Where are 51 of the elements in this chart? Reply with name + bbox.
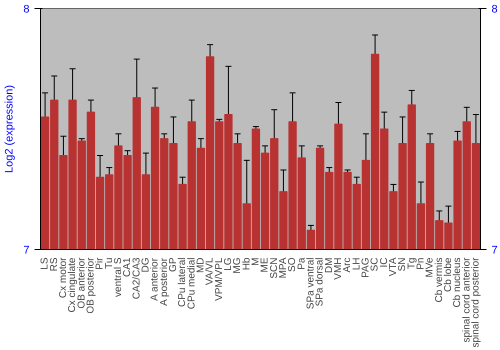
y2-tick-label: 7 (492, 244, 498, 256)
x-tick-label: CPu lateral (177, 258, 188, 307)
x-tick-label: OB anterior (76, 256, 88, 309)
x-tick-label: Arc (342, 258, 354, 272)
y-axis-title: Log2 (expression) (3, 84, 16, 174)
x-tick-label: Tu (104, 257, 115, 269)
x-tick-label: Cx cingulate (67, 257, 78, 313)
x-tick-label: MG (232, 257, 244, 274)
x-tick-label: LH (351, 257, 362, 270)
x-tick-label: LS (40, 257, 51, 270)
x-tick-label: DG (140, 257, 152, 272)
x-tick-label: LG (222, 257, 234, 271)
x-tick-label: CA2/CA3 (131, 257, 142, 300)
x-tick-label: MPA (278, 257, 289, 278)
x-tick-label: ME (260, 257, 271, 272)
x-tick-label: Pn (415, 257, 426, 270)
x-tick-label: MVe (424, 257, 436, 278)
x-tick-label: A anterior (150, 257, 161, 301)
x-tick-label: M (250, 257, 262, 266)
x-tick-label: A posterior (158, 257, 170, 306)
x-tick-label: Tg (406, 258, 418, 270)
x-tick-label: spinal cord anterior (461, 256, 472, 343)
x-tick-label: VTA (388, 257, 399, 276)
x-tick-label: SN (397, 257, 408, 272)
x-tick-label: MD (195, 257, 206, 274)
x-tick-label: SPa dorsal (314, 257, 326, 306)
x-tick-label: spinal cord posterior (470, 256, 482, 348)
x-tick-label: SC (370, 257, 381, 272)
x-tick-label: CPu medial (186, 257, 198, 310)
x-tick-label: Cb vermis (434, 257, 445, 303)
x-tick-label: OB posterior (85, 256, 96, 314)
x-tick-label: VMH (332, 257, 344, 280)
x-tick-label: SO (287, 257, 298, 272)
x-tick-label: ventral S (112, 257, 124, 297)
x-tick-label: VPM/VPL (214, 257, 225, 301)
x-tick-label: Cx motor (58, 256, 69, 298)
x-tick-label: Pir (94, 256, 106, 270)
x-tick-label: Cb lobe (442, 257, 454, 292)
x-tick-label: DM (324, 257, 335, 274)
y2-tick-label: 8 (492, 4, 498, 16)
x-tick-label: SPa ventral (305, 257, 316, 310)
x-tick-label: Pa (296, 257, 308, 270)
x-tick-label: Cb nucleus (452, 258, 464, 308)
x-tick-label: Hb (241, 257, 252, 270)
x-tick-label: SCN (268, 257, 280, 279)
x-tick-label: IC (378, 258, 390, 268)
x-tick-label: GP (168, 257, 179, 272)
x-tick-label: CA1 (122, 257, 134, 277)
x-tick-label: RS (48, 257, 60, 272)
x-tick-label: VA/VL (204, 257, 216, 286)
x-tick-label: PAG (360, 257, 372, 278)
